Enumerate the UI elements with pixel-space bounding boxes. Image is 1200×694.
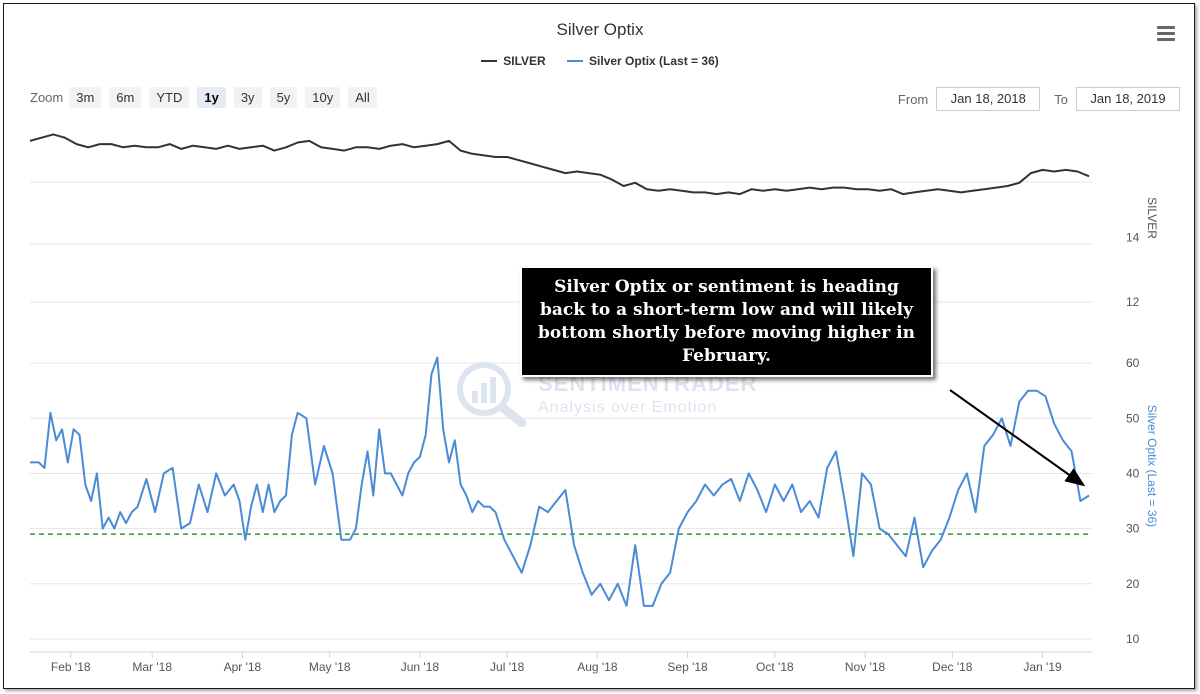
x-tick-label-4: Jun '18	[401, 660, 440, 674]
optix-tick-label-3: 40	[1126, 466, 1140, 480]
optix-tick-label-4: 50	[1126, 411, 1140, 425]
x-tick-label-2: Apr '18	[224, 660, 262, 674]
zoom-button-3y[interactable]: 3y	[233, 87, 262, 108]
legend-swatch-optix	[567, 60, 584, 62]
silver-tick-label-0: 14	[1126, 231, 1140, 245]
zoom-button-ytd[interactable]: YTD	[149, 87, 190, 108]
x-tick-label-11: Jan '19	[1023, 660, 1062, 674]
zoom-label: Zoom	[30, 90, 64, 105]
date-range: From Jan 18, 2018 To Jan 18, 2019	[884, 87, 1180, 111]
chart-title: Silver Optix	[556, 20, 644, 39]
x-tick-label-7: Sep '18	[667, 660, 708, 674]
x-tick-label-6: Aug '18	[577, 660, 618, 674]
zoom-selector: Zoom 3m 6m YTD 1y 3y 5y 10y All	[30, 87, 385, 108]
zoom-button-10y[interactable]: 10y	[305, 87, 341, 108]
x-tick-label-0: Feb '18	[51, 660, 91, 674]
silver-tick-label-12: 12	[1126, 295, 1140, 309]
optix-tick-label-1: 20	[1126, 577, 1140, 591]
legend-swatch-silver	[481, 60, 498, 62]
x-tick-label-1: Mar '18	[132, 660, 172, 674]
x-tick-label-8: Oct '18	[756, 660, 794, 674]
x-tick-label-10: Dec '18	[932, 660, 973, 674]
to-date-input[interactable]: Jan 18, 2019	[1076, 87, 1180, 111]
annotation-box: Silver Optix or sentiment is heading bac…	[520, 266, 933, 377]
zoom-button-1y[interactable]: 1y	[197, 87, 226, 108]
legend-label-silver: SILVER	[503, 54, 546, 68]
hamburger-menu-icon[interactable]	[1157, 26, 1175, 42]
watermark-tagline: Analysis over Emotion	[538, 399, 718, 416]
from-date-input[interactable]: Jan 18, 2018	[936, 87, 1041, 111]
legend: SILVER Silver Optix (Last = 36)	[0, 51, 1200, 68]
zoom-button-6m[interactable]: 6m	[109, 87, 142, 108]
series-line-optix	[30, 356, 1090, 607]
x-tick-label-5: Jul '18	[490, 660, 525, 674]
x-tick-label-3: May '18	[309, 660, 351, 674]
zoom-button-all[interactable]: All	[348, 87, 377, 108]
optix-tick-label-0: 10	[1126, 632, 1140, 646]
annotation-arrow	[949, 389, 1086, 487]
legend-item-silver[interactable]: SILVER	[481, 54, 546, 68]
silver-axis-title: SILVER	[1145, 197, 1159, 239]
zoom-button-5y[interactable]: 5y	[269, 87, 298, 108]
x-tick-label-9: Nov '18	[845, 660, 886, 674]
legend-label-optix: Silver Optix (Last = 36)	[589, 54, 719, 68]
legend-item-optix[interactable]: Silver Optix (Last = 36)	[567, 54, 719, 68]
zoom-button-3m[interactable]: 3m	[69, 87, 102, 108]
from-label: From	[897, 91, 929, 107]
series-line-silver	[29, 133, 1090, 196]
optix-tick-label-5: 60	[1126, 356, 1140, 370]
magnifier-chart-icon	[457, 362, 527, 428]
optix-axis-title: Silver Optix (Last = 36)	[1145, 405, 1159, 527]
to-label: To	[1054, 91, 1068, 107]
optix-tick-label-2: 30	[1126, 522, 1140, 536]
